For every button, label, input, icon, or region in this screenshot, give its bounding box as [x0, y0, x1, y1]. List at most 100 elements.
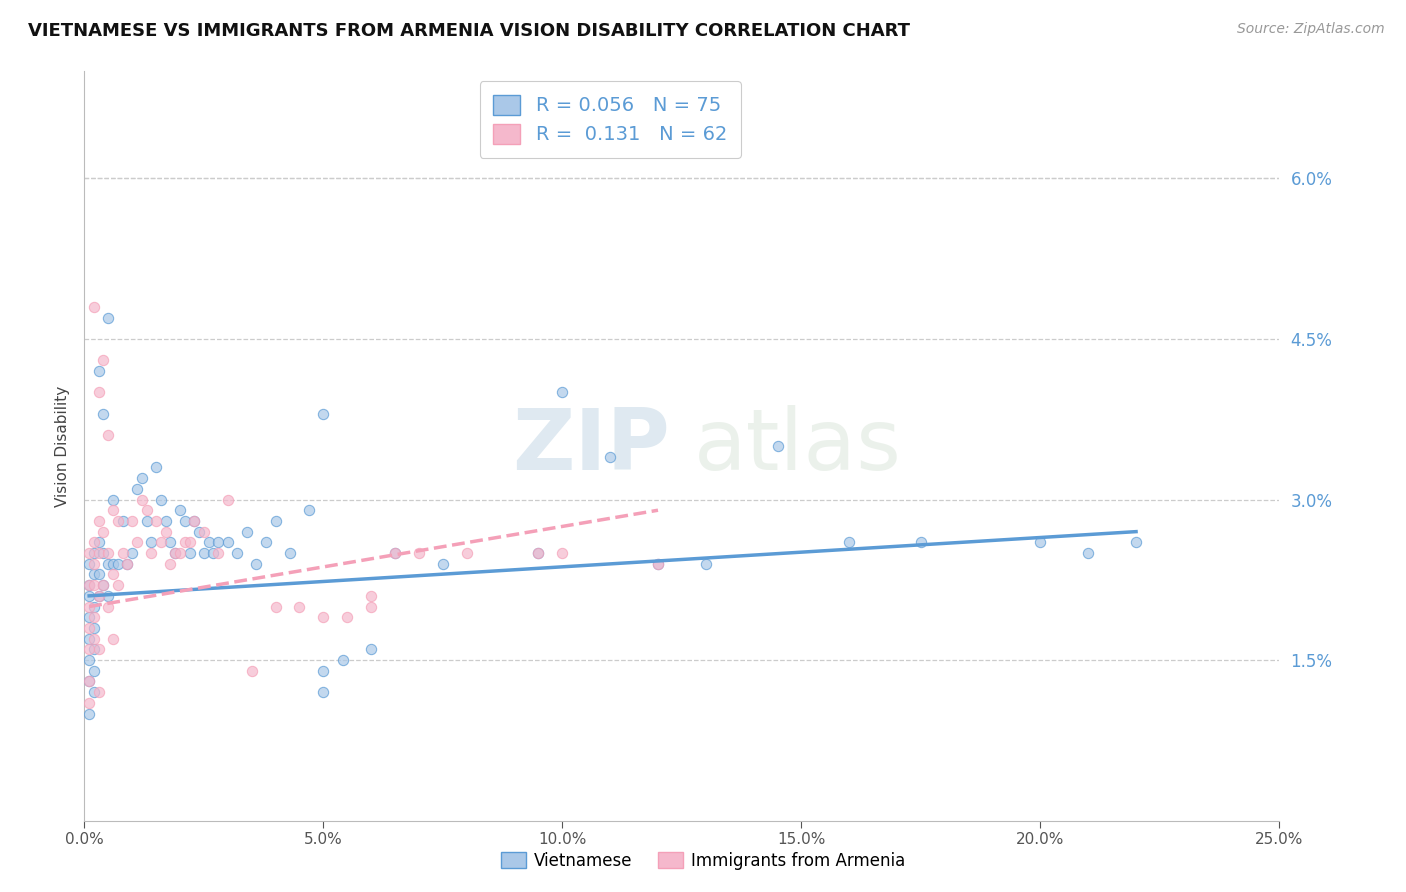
Point — [155, 524, 177, 539]
Point — [83, 685, 105, 699]
Point — [77, 610, 100, 624]
Point — [217, 535, 239, 549]
Point — [647, 557, 669, 571]
Point — [101, 632, 124, 646]
Point — [87, 589, 110, 603]
Point — [93, 546, 115, 560]
Point — [159, 535, 181, 549]
Point — [93, 578, 115, 592]
Point — [97, 599, 120, 614]
Point — [87, 546, 110, 560]
Point — [647, 557, 669, 571]
Point — [135, 503, 157, 517]
Point — [121, 546, 143, 560]
Point — [117, 557, 139, 571]
Point — [910, 535, 932, 549]
Point — [149, 492, 172, 507]
Point — [165, 546, 187, 560]
Point — [125, 482, 148, 496]
Point — [77, 621, 100, 635]
Point — [101, 557, 124, 571]
Point — [83, 300, 105, 314]
Point — [83, 578, 105, 592]
Point — [117, 557, 139, 571]
Point — [83, 557, 105, 571]
Point — [207, 546, 229, 560]
Point — [188, 524, 211, 539]
Point — [165, 546, 187, 560]
Point — [183, 514, 205, 528]
Point — [121, 514, 143, 528]
Point — [77, 674, 100, 689]
Point — [77, 706, 100, 721]
Point — [83, 632, 105, 646]
Point — [360, 642, 382, 657]
Point — [527, 546, 550, 560]
Point — [93, 578, 115, 592]
Point — [226, 546, 249, 560]
Point — [599, 450, 621, 464]
Point — [111, 546, 134, 560]
Point — [288, 599, 311, 614]
Point — [695, 557, 717, 571]
Point — [87, 567, 110, 582]
Point — [360, 599, 382, 614]
Point — [1125, 535, 1147, 549]
Point — [77, 589, 100, 603]
Point — [93, 407, 115, 421]
Point — [83, 642, 105, 657]
Point — [183, 514, 205, 528]
Point — [131, 471, 153, 485]
Point — [264, 514, 287, 528]
Point — [131, 492, 153, 507]
Point — [278, 546, 301, 560]
Point — [236, 524, 259, 539]
Point — [264, 599, 287, 614]
Point — [83, 567, 105, 582]
Point — [83, 535, 105, 549]
Point — [97, 428, 120, 442]
Legend: Vietnamese, Immigrants from Armenia: Vietnamese, Immigrants from Armenia — [494, 846, 912, 877]
Point — [87, 642, 110, 657]
Point — [87, 514, 110, 528]
Point — [173, 514, 195, 528]
Point — [312, 610, 335, 624]
Point — [312, 407, 335, 421]
Point — [169, 503, 191, 517]
Point — [217, 492, 239, 507]
Point — [155, 514, 177, 528]
Point — [193, 524, 215, 539]
Point — [87, 385, 110, 400]
Point — [551, 385, 574, 400]
Point — [83, 610, 105, 624]
Point — [149, 535, 172, 549]
Point — [77, 653, 100, 667]
Text: ZIP: ZIP — [512, 404, 671, 488]
Point — [77, 599, 100, 614]
Point — [83, 621, 105, 635]
Text: atlas: atlas — [695, 404, 901, 488]
Point — [456, 546, 478, 560]
Point — [101, 567, 124, 582]
Point — [1029, 535, 1052, 549]
Y-axis label: Vision Disability: Vision Disability — [55, 385, 70, 507]
Point — [159, 557, 181, 571]
Point — [135, 514, 157, 528]
Point — [179, 535, 201, 549]
Point — [332, 653, 354, 667]
Point — [298, 503, 321, 517]
Point — [77, 632, 100, 646]
Point — [312, 685, 335, 699]
Point — [77, 557, 100, 571]
Point — [97, 546, 120, 560]
Point — [77, 674, 100, 689]
Point — [384, 546, 406, 560]
Point — [87, 535, 110, 549]
Point — [312, 664, 335, 678]
Point — [245, 557, 267, 571]
Point — [254, 535, 277, 549]
Point — [1077, 546, 1099, 560]
Point — [97, 310, 120, 325]
Point — [87, 364, 110, 378]
Point — [93, 353, 115, 368]
